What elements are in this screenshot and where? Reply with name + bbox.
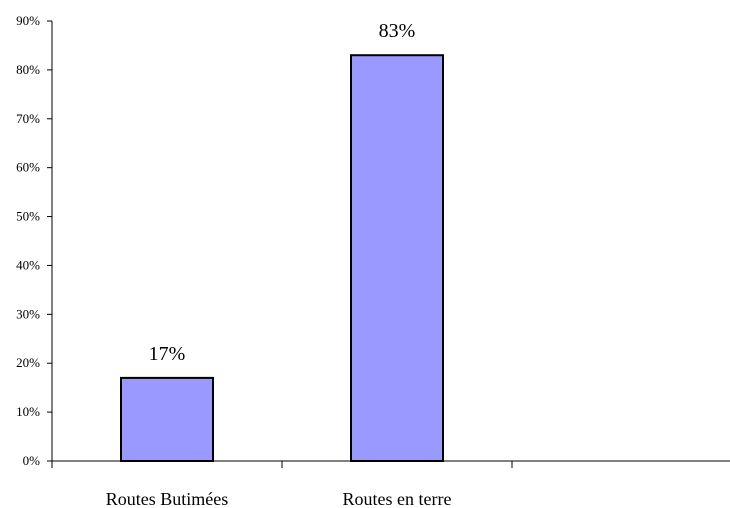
x-axis: Routes Butimées Routes en terre	[51, 460, 730, 508]
y-tick-label: 80%	[16, 62, 40, 77]
y-tick-label: 30%	[16, 306, 40, 321]
bars	[120, 54, 444, 462]
y-tick-label: 50%	[16, 209, 40, 224]
data-labels: 17% 83%	[149, 20, 416, 365]
data-label: 17%	[149, 343, 186, 365]
y-tick-label: 10%	[16, 404, 40, 419]
y-tick-label: 0%	[23, 453, 41, 468]
y-tick-label: 70%	[16, 111, 40, 126]
y-tick-label: 40%	[16, 257, 40, 272]
x-tick-label: Routes Butimées	[106, 489, 229, 508]
y-tick-label: 90%	[16, 13, 40, 28]
x-tick-label: Routes en terre	[343, 489, 452, 508]
bar	[120, 376, 214, 462]
y-tick-label: 20%	[16, 355, 40, 370]
y-tick-label: 60%	[16, 160, 40, 175]
bar	[350, 54, 444, 462]
data-label: 83%	[379, 20, 416, 42]
y-axis: 0% 10% 20% 30% 40% 50% 60% 70% 80% 90%	[16, 13, 53, 468]
